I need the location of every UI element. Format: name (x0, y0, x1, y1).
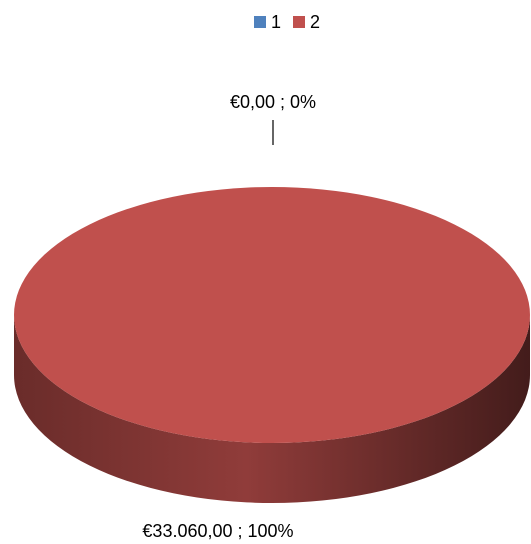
data-label: €33.060,00 ; 100% (142, 521, 293, 541)
slice (14, 187, 530, 443)
legend-swatch (293, 16, 305, 28)
data-label: €0,00 ; 0% (230, 92, 316, 112)
slice-side (14, 315, 530, 503)
legend-label: 2 (310, 12, 320, 32)
legend-swatch (254, 16, 266, 28)
legend-label: 1 (271, 12, 281, 32)
